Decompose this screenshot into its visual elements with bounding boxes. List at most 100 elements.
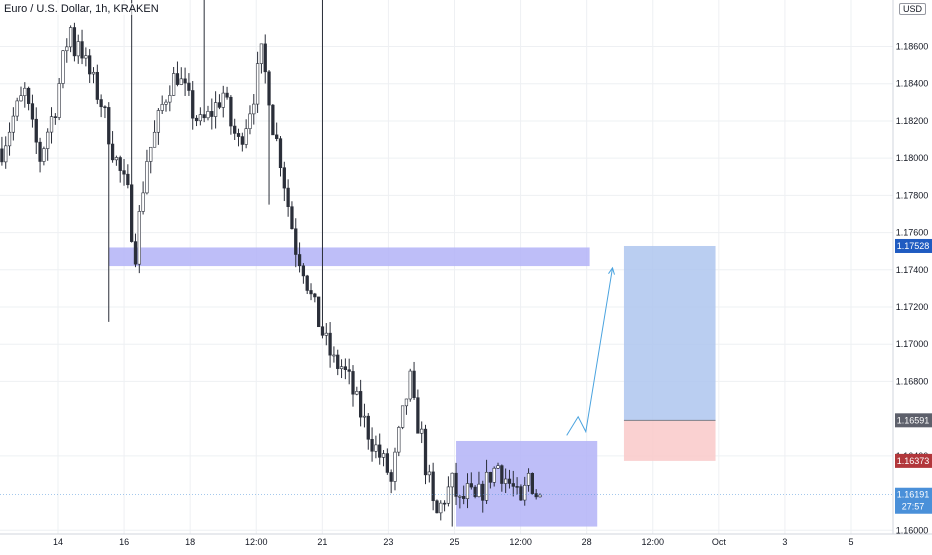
- price-tick-label: 1.18000: [896, 153, 929, 163]
- candle-body: [290, 206, 294, 230]
- candle-body: [57, 83, 61, 118]
- candle-body: [206, 111, 210, 119]
- candle-body: [393, 451, 397, 482]
- candle-body: [473, 486, 477, 497]
- candle-body: [164, 101, 168, 105]
- candle-body: [11, 115, 15, 133]
- candle-body: [110, 143, 115, 161]
- candle-body: [244, 128, 248, 145]
- price-tick-label: 1.16000: [896, 525, 929, 535]
- bar-countdown-label: 27:57: [902, 502, 925, 512]
- candle-body: [458, 495, 462, 498]
- candle-body: [492, 467, 496, 483]
- candle-body: [477, 483, 481, 497]
- price-tick-label: 1.16800: [896, 376, 929, 386]
- time-tick-label: 21: [317, 537, 327, 547]
- candle-body: [68, 27, 73, 48]
- candle-body: [328, 332, 332, 356]
- candle-body: [389, 472, 393, 482]
- candle-body: [191, 90, 195, 119]
- candle-body: [351, 371, 355, 395]
- candle-body: [49, 116, 54, 133]
- candle-body: [339, 366, 344, 369]
- candle-body: [481, 483, 485, 501]
- candle-body: [286, 187, 290, 207]
- candle-body: [317, 296, 321, 328]
- candle-body: [366, 415, 370, 440]
- currency-label[interactable]: USD: [898, 3, 926, 15]
- candle-body: [343, 366, 348, 370]
- consolidation-zone[interactable]: [456, 440, 598, 527]
- candle-body: [385, 453, 389, 473]
- candle-body: [103, 106, 107, 109]
- projected-path[interactable]: [566, 266, 615, 436]
- candle-body: [309, 290, 313, 295]
- candle-body: [423, 428, 428, 476]
- candle-body: [122, 170, 126, 175]
- projected-path-arrowhead: [608, 266, 615, 275]
- candle-body: [469, 483, 473, 488]
- candle-body: [91, 71, 96, 75]
- candle-body: [213, 102, 218, 117]
- candle-body: [282, 167, 286, 189]
- candle-body: [7, 131, 12, 147]
- time-tick-label: 14: [53, 537, 63, 547]
- candle-body: [332, 354, 336, 357]
- candle-body: [233, 125, 237, 134]
- candle-body: [378, 444, 382, 458]
- zones[interactable]: [108, 247, 598, 527]
- candle-body: [172, 73, 176, 96]
- entry-price-label-bg: [895, 413, 932, 428]
- price-tick-label: 1.18200: [896, 116, 929, 126]
- candle-body: [278, 138, 283, 168]
- candle-body: [511, 483, 515, 487]
- symbol-title[interactable]: Euro / U.S. Dollar, 1h, KRAKEN: [4, 3, 159, 15]
- candle-body: [252, 103, 256, 115]
- candle-body: [263, 43, 267, 73]
- candle-body: [53, 116, 57, 118]
- long-position-tool[interactable]: [623, 245, 716, 461]
- target-price-label: 1.17528: [897, 241, 930, 251]
- candle-body: [439, 502, 443, 514]
- candle-body: [336, 354, 340, 369]
- candle-body: [324, 332, 328, 336]
- candle-body: [320, 326, 325, 336]
- candle-body: [118, 157, 122, 171]
- candle-body: [454, 472, 458, 497]
- candle-body: [179, 78, 183, 85]
- candle-body: [294, 228, 298, 255]
- candle-body: [442, 502, 447, 505]
- price-tick-label: 1.17800: [896, 190, 929, 200]
- candles: [0, 0, 542, 527]
- candle-body: [420, 428, 424, 434]
- candle-body: [275, 134, 279, 139]
- candle-body: [507, 478, 512, 484]
- candle-body: [362, 415, 367, 418]
- candle-body: [38, 141, 42, 162]
- time-axis[interactable]: 14 16 18 12:00 21 23 25 12:00 28 12:00 Oct 3 5: [53, 537, 854, 547]
- candle-body: [168, 95, 172, 103]
- stop-price-label: 1.16373: [897, 456, 930, 466]
- stop-zone: [623, 420, 716, 461]
- price-tick-label: 1.17600: [896, 228, 929, 238]
- candle-body: [137, 211, 141, 265]
- candle-body: [381, 453, 386, 458]
- candle-body: [80, 41, 84, 59]
- resistance-zone[interactable]: [108, 247, 590, 267]
- price-tick-label: 1.17000: [896, 339, 929, 349]
- last-price-label-bg: [895, 487, 932, 514]
- time-tick-label: 23: [383, 537, 393, 547]
- candle-body: [202, 114, 206, 119]
- time-tick-label: 12:00: [245, 537, 268, 547]
- candle-body: [130, 184, 134, 242]
- candle-body: [84, 55, 88, 59]
- candle-body: [229, 96, 233, 127]
- candle-body: [76, 41, 80, 57]
- candle-body: [504, 478, 508, 484]
- candle-body: [95, 71, 99, 100]
- candle-body: [0, 148, 4, 163]
- candle-body: [305, 275, 309, 291]
- candle-body: [534, 493, 538, 498]
